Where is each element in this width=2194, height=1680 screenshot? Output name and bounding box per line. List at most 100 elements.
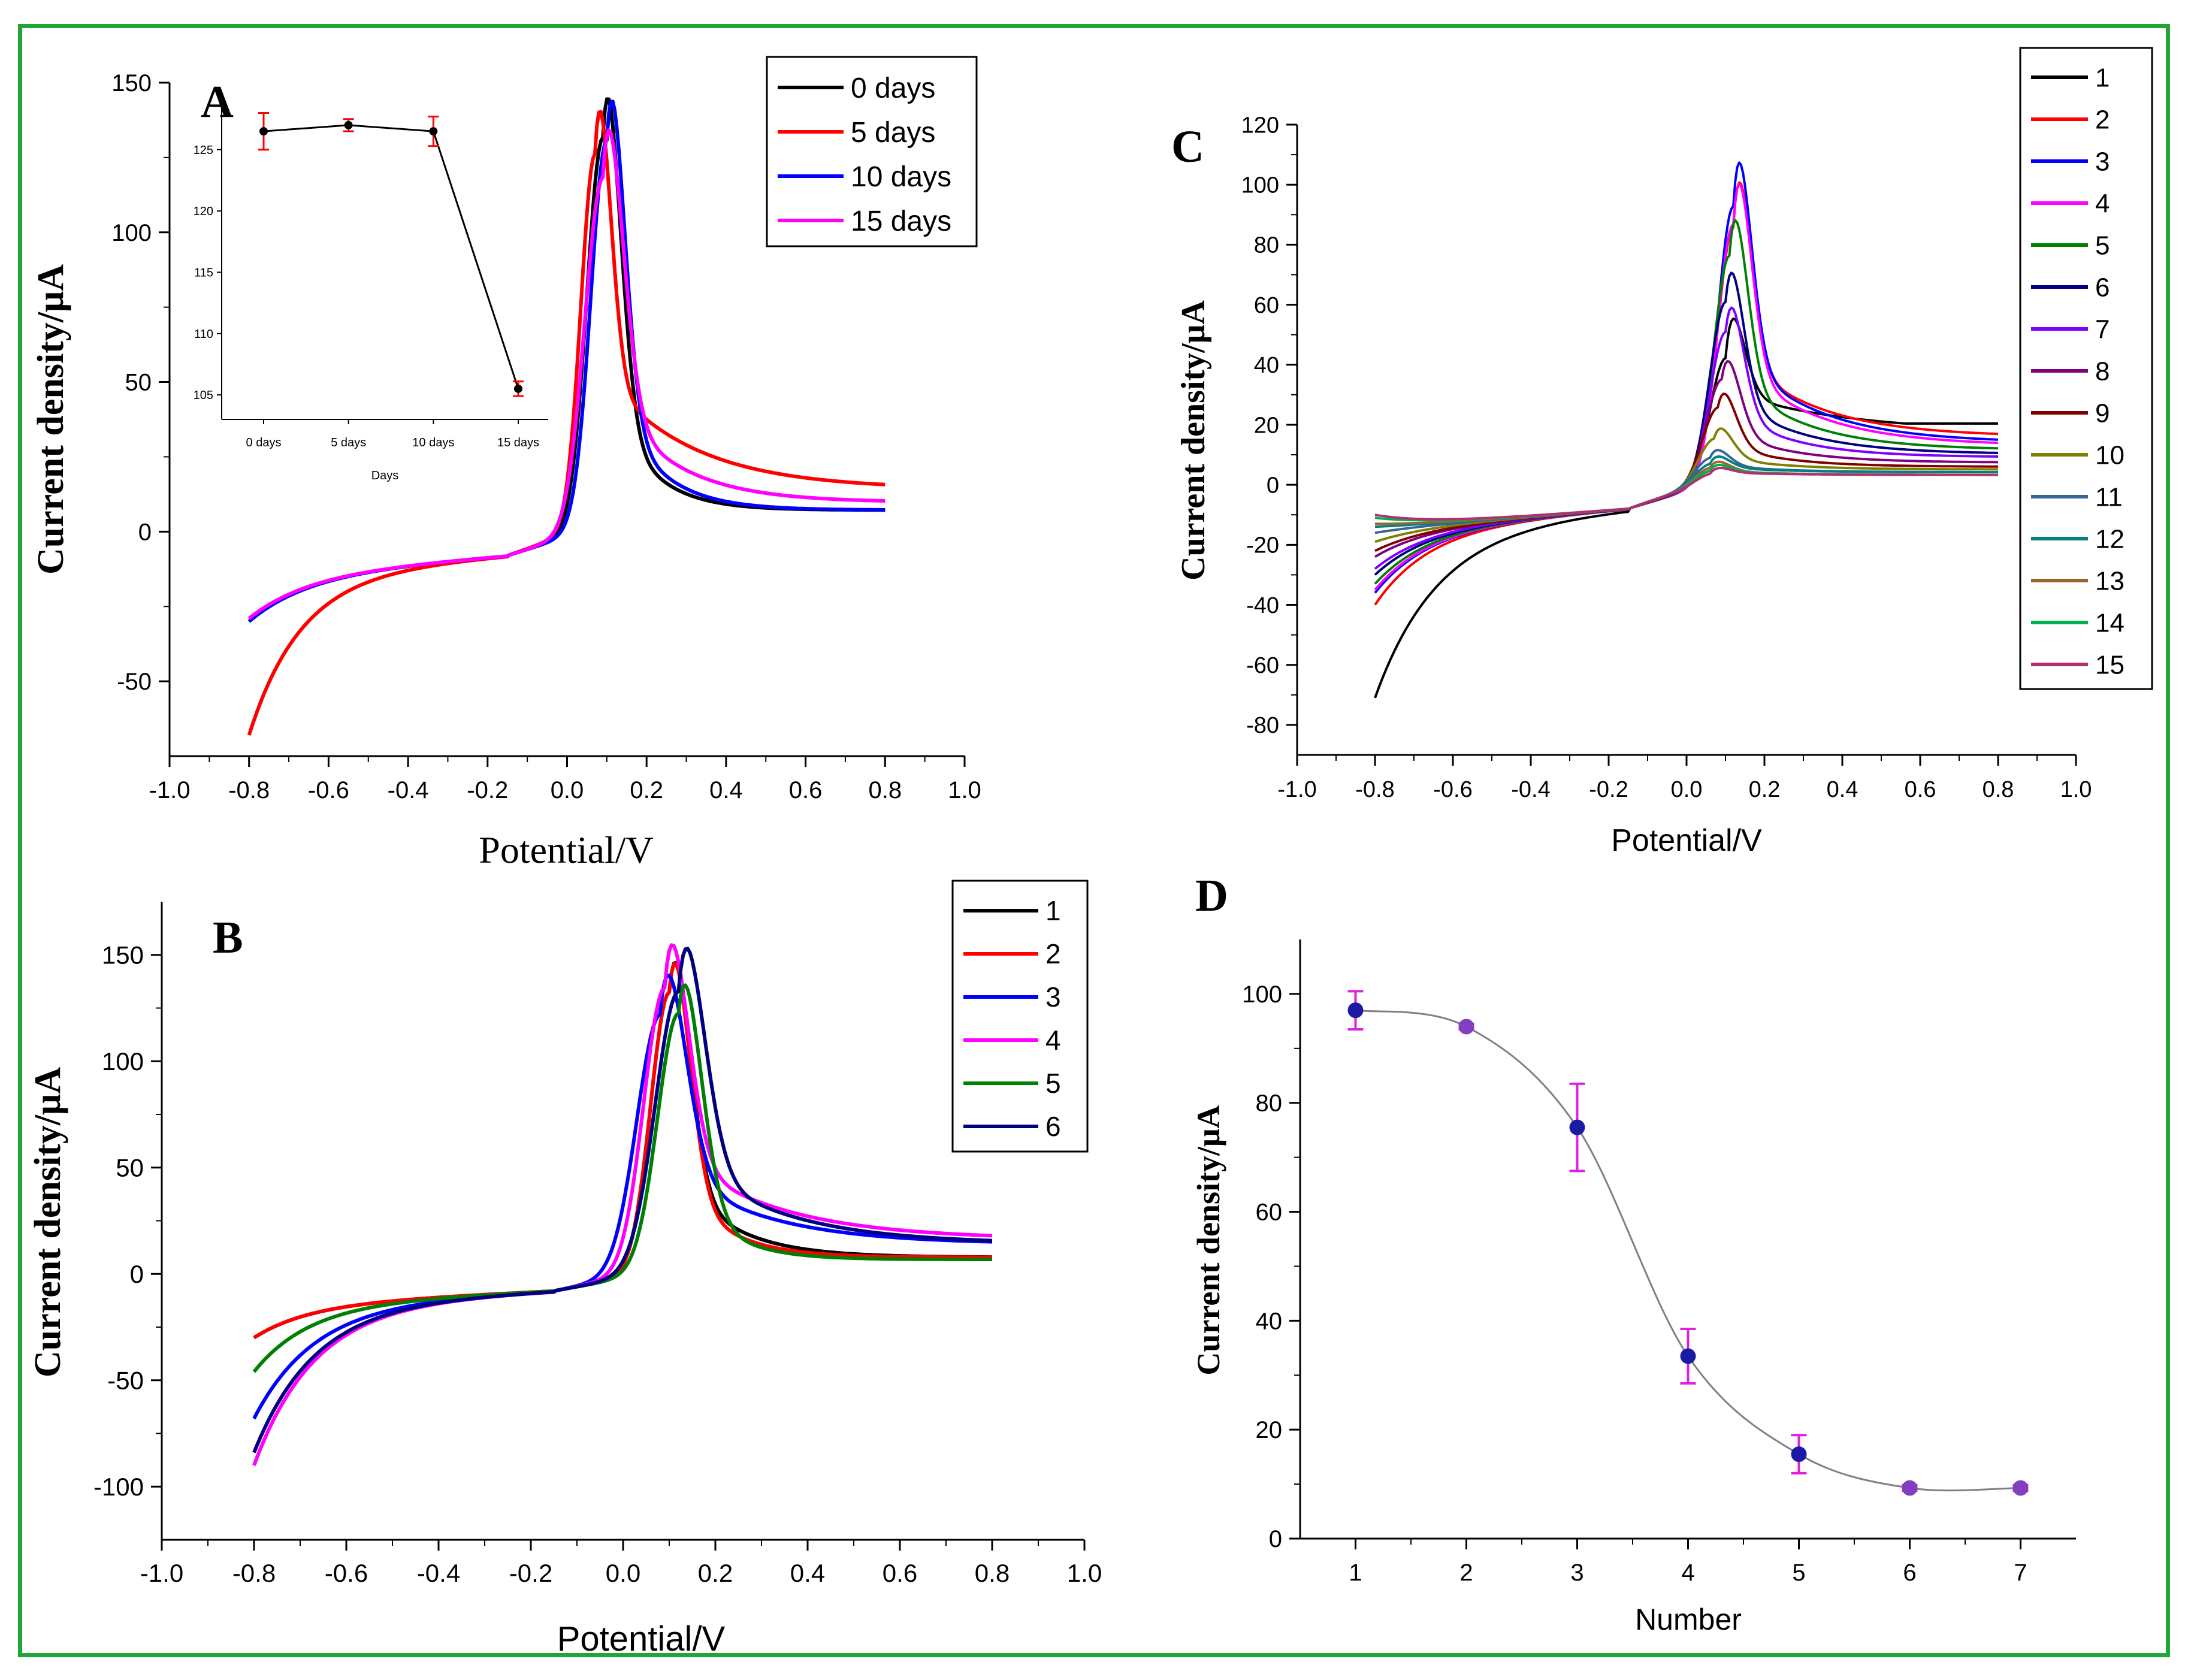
legend-label: 15 [2095,650,2125,679]
series-line-15 [1374,467,1998,521]
panel-label: B [213,912,243,963]
x-tick-label: 0.6 [789,777,823,803]
y-tick-label: 120 [1241,113,1279,138]
x-tick-label: -0.8 [232,1559,276,1587]
x-tick-label: -0.8 [1355,777,1394,802]
legend-label: 1 [1045,895,1061,926]
y-tick-label: 80 [1254,233,1279,258]
y-tick-label: 60 [1254,293,1279,318]
x-tick-label: 7 [2014,1560,2027,1586]
y-tick-label: -40 [1246,593,1279,618]
series-line-6 [252,947,993,1454]
y-tick-label: 20 [1256,1417,1283,1443]
x-axis-label: Potential/V [1611,823,1762,858]
x-tick-label: 0.8 [1983,777,2014,802]
x-tick-label: 0.2 [1749,777,1781,802]
x-tick-label: -1.0 [149,777,191,803]
inset-x-axis-label: Days [371,469,399,482]
x-tick-label: -0.2 [509,1559,552,1587]
x-tick-label: 0.4 [1827,777,1858,802]
inset-point [259,127,268,136]
legend-label: 7 [2095,315,2110,344]
panel-C-axes: -1.0 -0.8 -0.6 -0.4 -0.2 0.0 0.2 0.4 0.6 0.8 1.0 -8… [1171,113,2092,858]
inset-x-tick-label: 15 days [497,436,539,449]
series-line-2 [1374,181,1999,606]
x-tick-label: 5 [1792,1560,1805,1586]
data-point [1569,1119,1585,1135]
y-tick-label: 0 [1267,473,1279,498]
y-tick-label: 100 [1241,173,1279,198]
series-line-15-days [247,128,886,620]
y-tick-label: 50 [116,1153,144,1182]
panel-A-series [247,97,886,736]
y-axis-label: Current density/μA [1190,1105,1226,1375]
panel-B-series [252,943,993,1466]
inset-x-tick-label: 0 days [246,436,282,449]
inset-line [263,124,519,389]
panel-A-axes: -1.0 -0.8 -0.6 -0.4 -0.2 0.0 0.2 0.4 0.6 0.8 1.0 -5… [31,70,981,871]
y-tick-label: -60 [1246,653,1279,678]
legend-label: 13 [2095,566,2125,596]
x-tick-label: 0.4 [709,777,743,803]
inset-point [514,384,522,393]
y-tick-label: 150 [102,941,144,969]
y-tick-label: 40 [1256,1308,1283,1334]
x-tick-label: -0.4 [1511,777,1550,802]
series-line-14 [1374,463,1998,522]
x-axis-label: Potential/V [479,829,654,871]
x-tick-label: 3 [1570,1560,1583,1586]
x-tick-label: 1 [1349,1560,1362,1586]
series-line-3 [252,974,993,1420]
x-tick-label: 0.4 [790,1559,825,1587]
x-tick-label: 1.0 [1067,1559,1102,1587]
legend-label: 5 [1045,1068,1061,1099]
legend-label: 6 [1045,1111,1061,1142]
data-point [2012,1480,2029,1496]
legend-box [951,880,1089,1153]
y-tick-label: 50 [125,370,152,396]
x-tick-label: -0.8 [228,777,270,803]
x-tick-label: -0.4 [388,777,429,803]
x-tick-label: 0.2 [698,1559,733,1587]
x-tick-label: -0.6 [308,777,349,803]
x-tick-label: -0.6 [325,1559,368,1587]
y-tick-label: 0 [138,519,152,545]
x-tick-label: 0.6 [1905,777,1936,802]
data-point [1347,1002,1364,1019]
legend-box [2019,47,2153,690]
y-tick-label: 60 [1256,1199,1283,1226]
panel-label: C [1171,122,1204,172]
inset-y-tick-label: 115 [194,266,213,279]
legend-label: 11 [2095,482,2123,512]
y-tick-label: 40 [1254,353,1279,378]
panel-D-series [1347,990,2029,1496]
inset-y-tick-label: 110 [194,328,213,341]
x-tick-label: 0.2 [630,777,663,803]
legend-label: 4 [1045,1025,1061,1056]
y-tick-label: -20 [1246,533,1279,558]
legend-label: 3 [1045,981,1061,1013]
panel-B-axes: -1.0 -0.8 -0.6 -0.4 -0.2 0.0 0.2 0.4 0.6 0.8 1.0 -1… [28,902,1102,1658]
legend-label: 8 [2095,356,2110,386]
panel-label: D [1195,871,1228,921]
x-tick-label: -1.0 [1277,777,1316,802]
series-line-12 [1374,455,1998,528]
legend-label: 10 [2095,440,2125,470]
legend-label: 3 [2095,147,2110,176]
inset-y-tick-label: 125 [194,144,213,157]
x-axis-label: Potential/V [557,1619,726,1658]
y-tick-label: 0 [1269,1526,1282,1552]
x-tick-label: 1.0 [948,777,981,803]
legend-label: 1 [2095,63,2110,92]
x-tick-label: 0.8 [868,777,902,803]
x-tick-label: -0.2 [1589,777,1628,802]
y-tick-label: 0 [130,1260,144,1288]
x-tick-label: -1.0 [140,1559,183,1587]
data-point [1902,1480,1918,1496]
series-line-1 [1374,317,1998,699]
legend-label: 0 days [851,72,935,104]
inset-y-tick-label: 120 [194,205,213,218]
x-tick-label: 4 [1681,1560,1694,1586]
series-line-1 [253,960,992,1340]
